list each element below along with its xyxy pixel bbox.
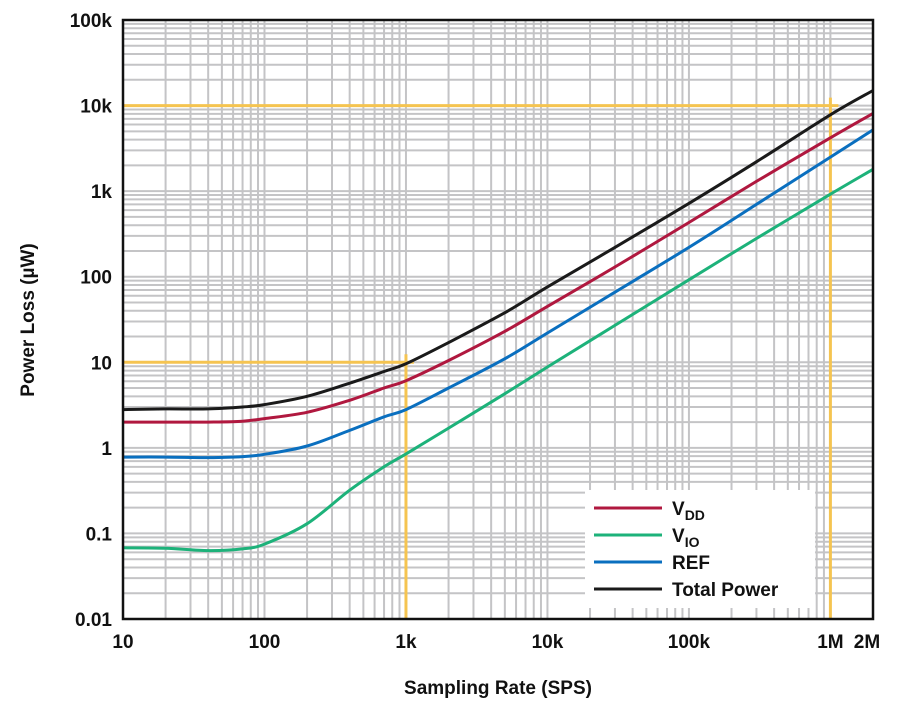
series-line-vdd: [123, 112, 874, 424]
y-tick-label: 10: [91, 353, 112, 374]
series-line-total-power: [122, 89, 874, 412]
legend-label-main: V: [672, 526, 685, 547]
y-tick-label: 10k: [80, 97, 112, 118]
x-tick-label: 10k: [532, 632, 564, 653]
x-tick-label: 2M: [854, 632, 880, 653]
plot-frame: [121, 18, 875, 621]
reference-lines: [123, 97, 839, 619]
series-lines: [122, 89, 874, 553]
y-axis-label: Power Loss (µW): [18, 243, 39, 396]
y-tick-label: 1k: [91, 182, 113, 203]
x-tick-label: 100: [249, 632, 281, 653]
legend-label-main: V: [672, 499, 685, 520]
legend-label: Total Power: [672, 580, 779, 601]
x-tick-label: 10: [112, 632, 133, 653]
y-tick-label: 0.01: [75, 610, 112, 631]
legend-label: REF: [672, 553, 710, 574]
x-tick-label: 1M: [817, 632, 843, 653]
legend-label-subscript: DD: [685, 507, 705, 523]
legend-label: VIO: [672, 526, 700, 550]
series-line-vio: [122, 168, 874, 553]
series-line-ref: [122, 128, 874, 460]
legend-label-subscript: IO: [685, 534, 700, 550]
x-tick-label: 100k: [668, 632, 711, 653]
legend-label: VDD: [672, 499, 705, 523]
y-tick-label: 100k: [70, 11, 113, 32]
y-tick-label: 100: [80, 268, 112, 289]
x-axis-label: Sampling Rate (SPS): [404, 678, 592, 699]
y-axis-ticks: 0.01 0.1 1 10 100 1k 10k 100k: [70, 11, 113, 631]
y-tick-label: 0.1: [86, 524, 113, 545]
x-axis-ticks: 10 100 1k 10k 100k 1M 2M: [112, 632, 880, 653]
y-tick-label: 1: [101, 439, 112, 460]
legend-label-main: Total Power: [672, 580, 779, 601]
legend-label-main: REF: [672, 553, 710, 574]
x-tick-label: 1k: [395, 632, 417, 653]
